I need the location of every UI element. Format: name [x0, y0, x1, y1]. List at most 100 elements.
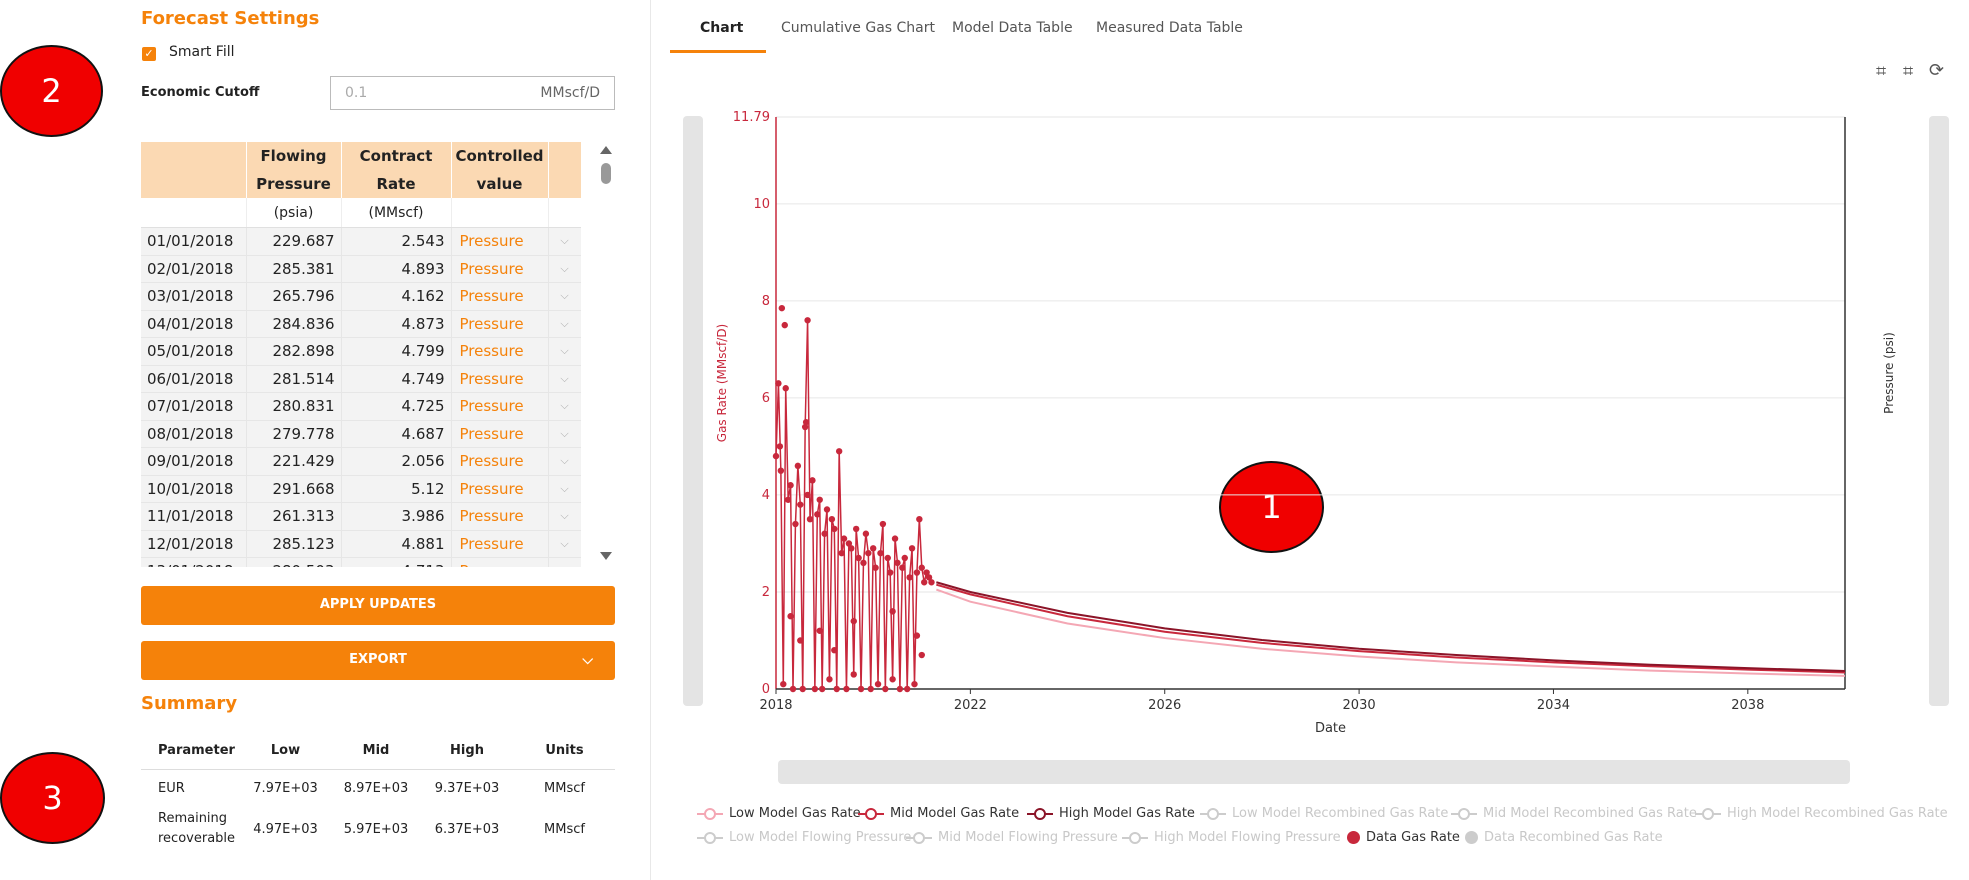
- legend-item[interactable]: Low Model Recombined Gas Rate: [1200, 806, 1448, 821]
- data-gas-rate-point: [903, 685, 911, 693]
- zoom-icon[interactable]: ⌗: [1876, 61, 1887, 82]
- controlled-value-dropdown-icon[interactable]: ⌵: [548, 557, 581, 567]
- legend-dot-icon: [1465, 831, 1478, 844]
- x-tick-label: 2022: [954, 698, 987, 713]
- gas-rate-chart: 0 2 4 6 8 10 11.79 2018 2022 2026 2030 2034 2038 Date…: [715, 110, 1896, 736]
- tab-chart[interactable]: Chart: [700, 20, 744, 36]
- data-gas-rate-point: [869, 545, 877, 552]
- table-scroll-up-icon[interactable]: [600, 146, 612, 154]
- row-controlled-value[interactable]: Pressure: [451, 255, 549, 283]
- table-scroll-down-icon[interactable]: [600, 552, 612, 560]
- summary-mid: 8.97E+03: [343, 780, 409, 796]
- data-gas-rate-point: [867, 685, 874, 693]
- data-gas-rate-point: [781, 321, 788, 329]
- table-row: 07/01/2018 280.831 4.725 Pressure ⌵: [141, 392, 581, 421]
- legend-line-marker-icon: [697, 807, 723, 820]
- row-flowing-pressure: 284.836: [246, 310, 342, 338]
- unit-cell: (psia): [246, 198, 342, 228]
- legend-item[interactable]: High Model Recombined Gas Rate: [1695, 806, 1948, 821]
- row-date: 11/01/2018: [141, 502, 247, 531]
- row-controlled-value[interactable]: Pressure: [451, 392, 549, 421]
- table-row: 03/01/2018 265.796 4.162 Pressure ⌵: [141, 282, 581, 311]
- summary-mid: 5.97E+03: [343, 821, 409, 837]
- controlled-value-dropdown-icon[interactable]: ⌵: [548, 502, 581, 531]
- smart-fill-checkbox[interactable]: ✓: [142, 47, 156, 61]
- row-controlled-value[interactable]: Pressure: [451, 447, 549, 476]
- summary-header: Units: [545, 743, 584, 759]
- row-date: 13/01/2018: [141, 557, 247, 567]
- y-range-slider-left[interactable]: [683, 116, 703, 706]
- legend-item[interactable]: Mid Model Gas Rate: [858, 806, 1019, 821]
- x-range-slider[interactable]: [778, 760, 1850, 784]
- table-row: 06/01/2018 281.514 4.749 Pressure ⌵: [141, 365, 581, 393]
- controlled-value-dropdown-icon[interactable]: ⌵: [548, 310, 581, 338]
- x-tick-label: 2030: [1343, 698, 1376, 713]
- data-gas-rate-point: [906, 574, 913, 581]
- data-gas-rate-point: [896, 685, 904, 693]
- zoom-reset-icon[interactable]: ⌗: [1903, 61, 1914, 82]
- tab-model-data-table[interactable]: Model Data Table: [952, 20, 1073, 36]
- controlled-value-dropdown-icon[interactable]: ⌵: [548, 227, 581, 256]
- row-contract-rate: 4.687: [341, 420, 452, 448]
- data-gas-rate-point: [899, 564, 906, 571]
- data-gas-rate-point: [840, 535, 848, 542]
- data-gas-rate-point: [797, 637, 804, 644]
- data-gas-rate-point: [845, 540, 853, 547]
- row-flowing-pressure: 280.503: [246, 557, 342, 567]
- table-header-flowing: Flowing: [246, 142, 342, 170]
- controlled-value-dropdown-icon[interactable]: ⌵: [548, 420, 581, 448]
- legend-item[interactable]: Mid Model Flowing Pressure: [906, 830, 1118, 845]
- row-controlled-value[interactable]: Pressure: [451, 420, 549, 448]
- row-controlled-value[interactable]: Pressure: [451, 557, 549, 567]
- model-series-line: [936, 581, 1846, 673]
- data-gas-rate-point: [862, 530, 870, 537]
- controlled-value-dropdown-icon[interactable]: ⌵: [548, 530, 581, 558]
- table-header-value: value: [451, 170, 549, 198]
- legend-item[interactable]: Mid Model Recombined Gas Rate: [1451, 806, 1697, 821]
- table-row: 01/01/2018 229.687 2.543 Pressure ⌵: [141, 227, 581, 256]
- controlled-value-dropdown-icon[interactable]: ⌵: [548, 365, 581, 393]
- legend-item[interactable]: Low Model Flowing Pressure: [697, 830, 911, 845]
- row-controlled-value[interactable]: Pressure: [451, 337, 549, 366]
- apply-updates-button[interactable]: APPLY UPDATES: [141, 586, 615, 625]
- row-controlled-value[interactable]: Pressure: [451, 475, 549, 503]
- data-gas-rate-point: [886, 569, 894, 576]
- row-contract-rate: 4.881: [341, 530, 452, 558]
- table-header-contract: Contract: [341, 142, 452, 170]
- export-button[interactable]: EXPORT ⌵: [141, 641, 615, 680]
- legend-item[interactable]: Low Model Gas Rate: [697, 806, 861, 821]
- controlled-value-dropdown-icon[interactable]: ⌵: [548, 282, 581, 311]
- table-scrollbar-thumb[interactable]: [601, 163, 611, 184]
- row-flowing-pressure: 279.778: [246, 420, 342, 448]
- row-controlled-value[interactable]: Pressure: [451, 310, 549, 338]
- tab-measured-data-table[interactable]: Measured Data Table: [1096, 20, 1243, 36]
- summary-header: Parameter: [158, 743, 235, 759]
- row-controlled-value[interactable]: Pressure: [451, 227, 549, 256]
- row-controlled-value[interactable]: Pressure: [451, 502, 549, 531]
- data-gas-rate-point: [821, 530, 828, 537]
- legend-label: High Model Flowing Pressure: [1154, 830, 1341, 845]
- economic-cutoff-input[interactable]: 0.1 MMscf/D: [330, 76, 615, 110]
- legend-line-marker-icon: [1027, 807, 1053, 820]
- legend-item[interactable]: Data Recombined Gas Rate: [1465, 830, 1663, 845]
- legend-item[interactable]: Data Gas Rate: [1347, 830, 1460, 845]
- legend-item[interactable]: High Model Gas Rate: [1027, 806, 1195, 821]
- row-controlled-value[interactable]: Pressure: [451, 365, 549, 393]
- row-date: 08/01/2018: [141, 420, 247, 448]
- controlled-value-dropdown-icon[interactable]: ⌵: [548, 475, 581, 503]
- controlled-value-dropdown-icon[interactable]: ⌵: [548, 255, 581, 283]
- table-header-date-2: [141, 170, 247, 198]
- row-contract-rate: 4.749: [341, 365, 452, 393]
- controlled-value-dropdown-icon[interactable]: ⌵: [548, 447, 581, 476]
- y-range-slider-right[interactable]: [1929, 116, 1949, 706]
- tab-cumulative-gas-chart[interactable]: Cumulative Gas Chart: [781, 20, 935, 36]
- row-contract-rate: 4.799: [341, 337, 452, 366]
- controlled-value-dropdown-icon[interactable]: ⌵: [548, 392, 581, 421]
- row-date: 01/01/2018: [141, 227, 247, 256]
- restore-icon[interactable]: ⟳: [1929, 60, 1945, 81]
- row-controlled-value[interactable]: Pressure: [451, 530, 549, 558]
- data-gas-rate-point: [889, 676, 896, 683]
- legend-item[interactable]: High Model Flowing Pressure: [1122, 830, 1341, 845]
- row-controlled-value[interactable]: Pressure: [451, 282, 549, 311]
- controlled-value-dropdown-icon[interactable]: ⌵: [548, 337, 581, 366]
